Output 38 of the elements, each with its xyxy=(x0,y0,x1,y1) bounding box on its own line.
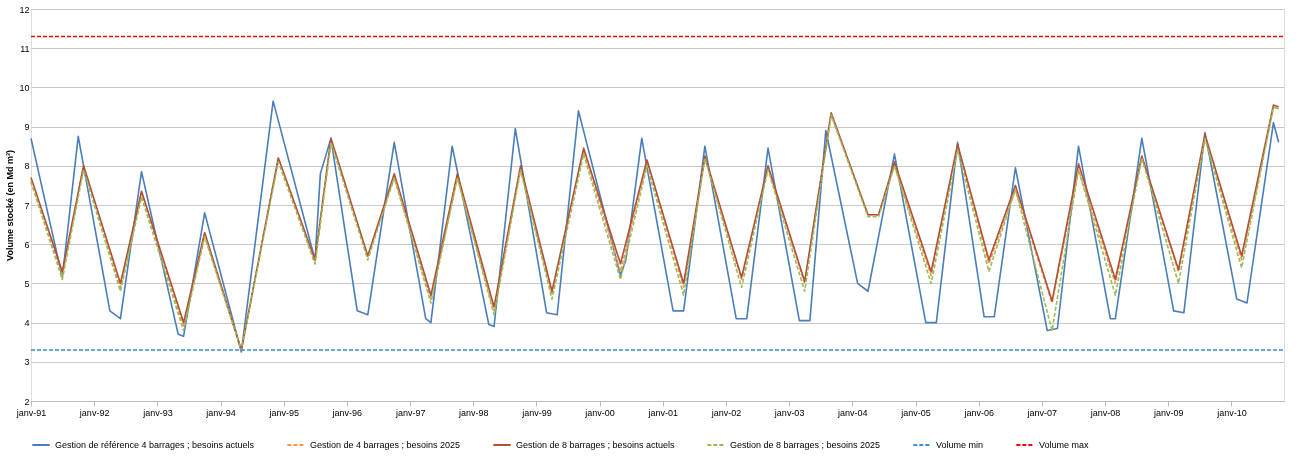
y-tick-label: 9 xyxy=(24,122,30,133)
x-tick-label: janv-03 xyxy=(773,407,805,418)
x-tick-label: janv-94 xyxy=(205,407,236,418)
x-tick-label: janv-01 xyxy=(647,407,679,418)
y-tick-label: 12 xyxy=(19,4,30,15)
y-tick-label: 11 xyxy=(20,43,30,54)
x-tick-label: janv-06 xyxy=(963,407,994,418)
x-tick-label: janv-04 xyxy=(837,407,868,418)
legend-label: Gestion de référence 4 barrages ; besoins actuels xyxy=(55,440,255,450)
x-tick-label: janv-99 xyxy=(521,407,552,418)
legend-label: Volume max xyxy=(1039,440,1090,450)
x-tick-label: janv-96 xyxy=(331,407,363,418)
y-axis-title: Volume stocké (en Md m³) xyxy=(5,150,16,261)
y-tick-label: 10 xyxy=(19,82,30,93)
legend-label: Gestion de 8 barrages ; besoins 2025 xyxy=(730,440,881,450)
x-tick-label: janv-97 xyxy=(394,407,426,418)
x-tick-label: janv-91 xyxy=(15,407,47,418)
x-tick-label: janv-93 xyxy=(142,407,173,418)
x-tick-label: janv-08 xyxy=(1089,407,1121,418)
y-tick-label: 6 xyxy=(24,239,30,250)
legend-label: Gestion de 8 barrages ; besoins actuels xyxy=(516,440,676,450)
y-tick-label: 2 xyxy=(24,396,30,407)
y-tick-label: 3 xyxy=(24,357,30,368)
x-tick-label: janv-07 xyxy=(1026,407,1058,418)
x-tick-label: janv-98 xyxy=(458,407,489,418)
x-tick-label: janv-05 xyxy=(900,407,931,418)
x-tick-label: janv-92 xyxy=(78,407,110,418)
y-tick-label: 8 xyxy=(24,161,30,172)
x-tick-label: janv-09 xyxy=(1153,407,1184,418)
y-tick-label: 4 xyxy=(24,318,30,329)
x-tick-label: janv-00 xyxy=(584,407,615,418)
y-tick-label: 5 xyxy=(24,278,30,289)
legend-label: Volume min xyxy=(936,440,984,450)
x-tick-label: janv-10 xyxy=(1216,407,1247,418)
legend-label: Gestion de 4 barrages ; besoins 2025 xyxy=(310,440,461,450)
x-tick-label: janv-95 xyxy=(268,407,299,418)
x-tick-label: janv-02 xyxy=(710,407,742,418)
y-tick-label: 7 xyxy=(24,200,30,211)
